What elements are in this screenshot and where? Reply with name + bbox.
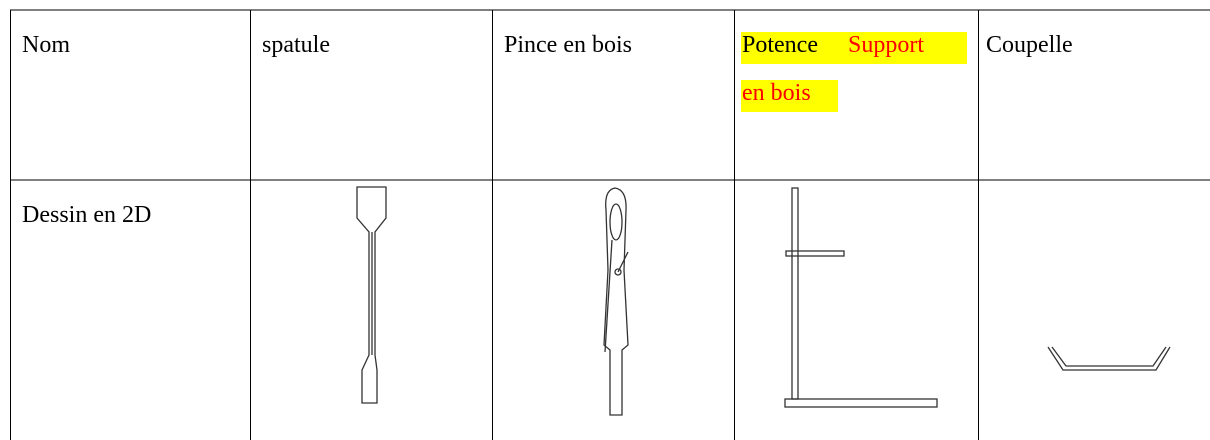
spatule-drawing	[356, 186, 387, 404]
potence-drawing	[784, 187, 938, 408]
header-cell: Nom	[22, 32, 70, 58]
highlight	[741, 80, 838, 112]
header-cell: Potence	[742, 32, 818, 58]
pince-drawing	[603, 187, 629, 416]
highlight	[741, 32, 967, 64]
header-cell: spatule	[262, 32, 330, 58]
header-cell: en bois	[742, 80, 811, 106]
row-label: Dessin en 2D	[22, 202, 151, 228]
table-grid	[10, 9, 1210, 440]
header-cell: Pince en bois	[504, 32, 632, 58]
header-cell: Coupelle	[986, 32, 1073, 58]
coupelle-drawing	[1047, 346, 1171, 371]
header-cell: Support	[848, 32, 924, 58]
